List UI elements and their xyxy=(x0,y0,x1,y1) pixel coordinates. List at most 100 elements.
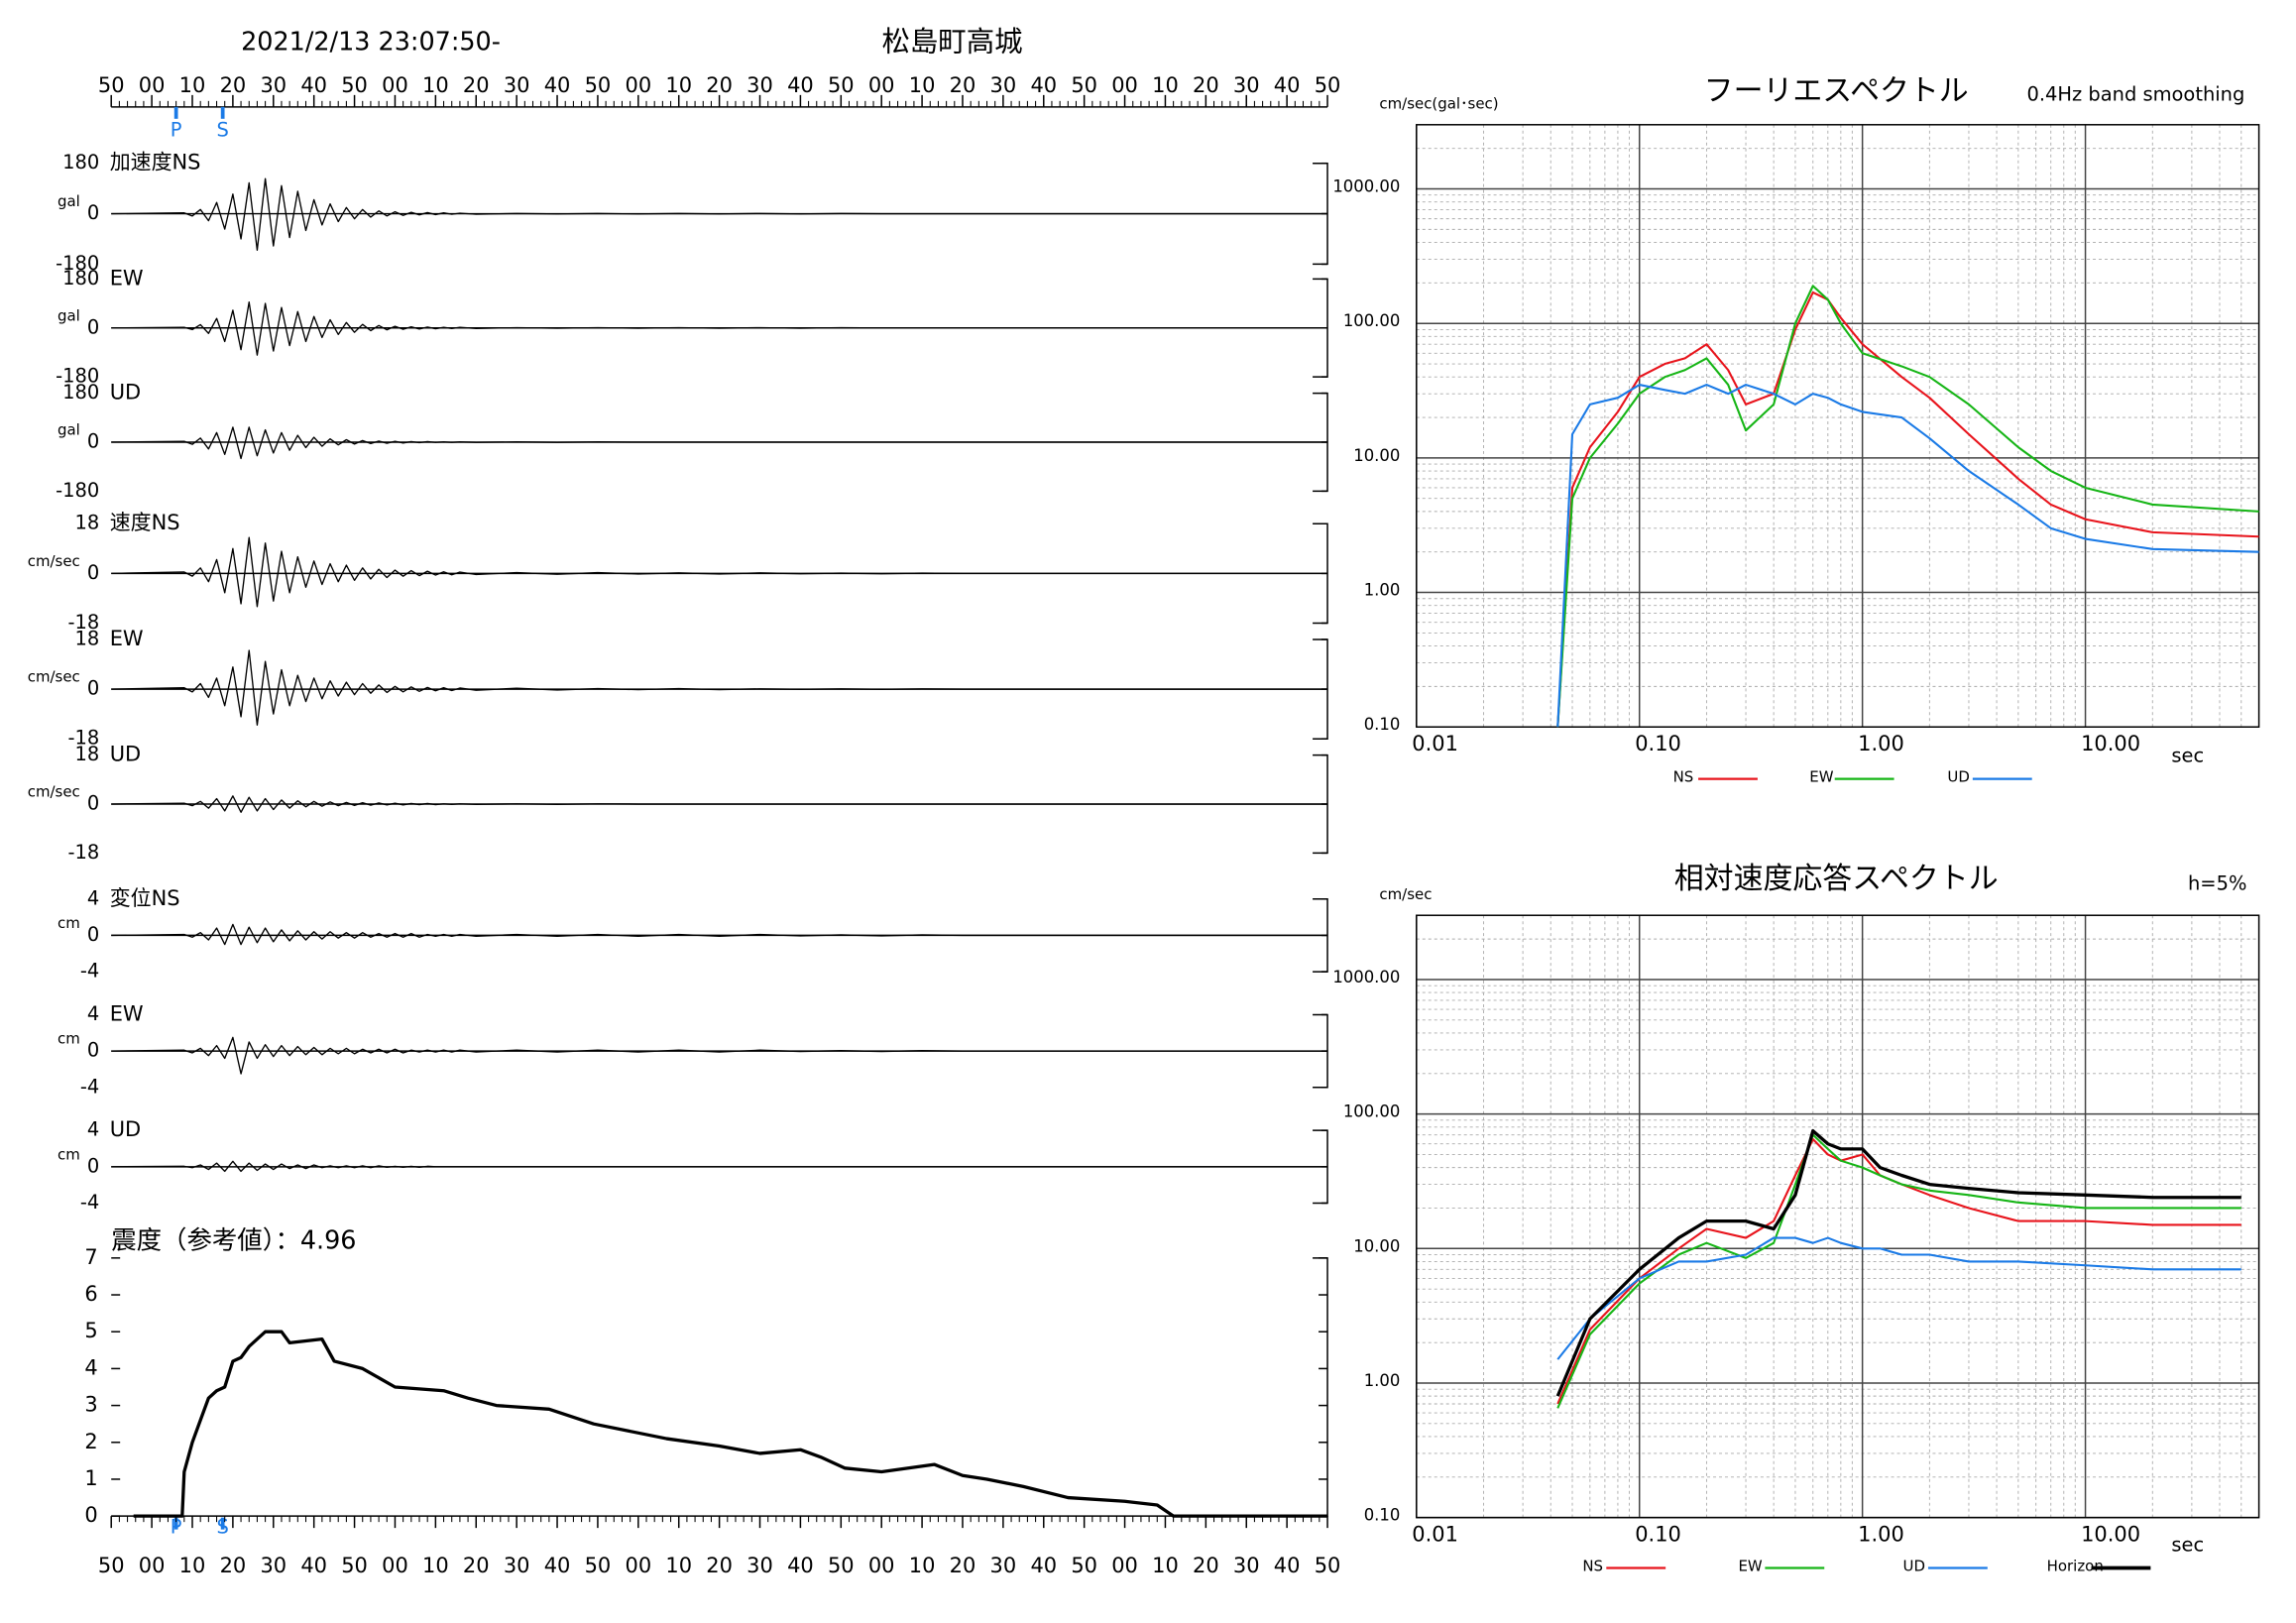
series-line xyxy=(1556,384,2259,728)
waveform xyxy=(111,177,1328,251)
x-tick-label: 40 xyxy=(300,1554,327,1577)
x-tick-label: 00 xyxy=(1111,73,1138,97)
x-tick-label: 40 xyxy=(1274,1554,1301,1577)
response-subtitle: h=5% xyxy=(2188,871,2246,894)
x-tick-label: 50 xyxy=(828,73,855,97)
panel-unit: cm/sec xyxy=(28,668,80,686)
x-tick-label: 30 xyxy=(504,1554,530,1577)
y-tick-label: 18 xyxy=(75,627,100,649)
panel-unit: cm xyxy=(57,1030,80,1048)
x-tick-label: 30 xyxy=(990,73,1017,97)
y-tick-label: 100.00 xyxy=(1343,311,1401,330)
fourier-y-label: cm/sec(gal･sec) xyxy=(1379,94,1498,112)
panel-unit: cm xyxy=(57,1145,80,1163)
x-tick-label: 50 xyxy=(585,73,612,97)
panel-label: 速度NS xyxy=(110,511,180,534)
x-tick-label: 50 xyxy=(1071,73,1097,97)
x-tick-label: 20 xyxy=(950,73,976,97)
y-tick-label: -18 xyxy=(67,727,99,750)
fourier-subtitle: 0.4Hz band smoothing xyxy=(2026,82,2244,105)
x-tick-label: 50 xyxy=(98,73,125,97)
y-tick-label: 0.10 xyxy=(1364,715,1401,734)
response-title: 相対速度応答スペクトル xyxy=(1674,862,1999,896)
x-tick-label: 30 xyxy=(990,1554,1017,1577)
legend-label: UD xyxy=(1903,1558,1925,1575)
phase-label: S xyxy=(216,1516,228,1539)
x-tick-label: 10 xyxy=(665,1554,692,1577)
x-tick-label: 50 xyxy=(1315,73,1341,97)
x-tick-label: 30 xyxy=(260,73,287,97)
y-tick-label: 1.00 xyxy=(1364,1371,1401,1390)
panel-unit: gal xyxy=(57,306,80,324)
y-tick-label: 0.10 xyxy=(1364,1506,1401,1525)
x-tick-label: 30 xyxy=(504,73,530,97)
y-tick-label: -180 xyxy=(56,479,99,502)
x-tick-label: 30 xyxy=(1233,1554,1260,1577)
legend-label: NS xyxy=(1582,1558,1603,1575)
datetime: 2021/2/13 23:07:50- xyxy=(241,27,501,57)
y-tick-label: 10.00 xyxy=(1353,446,1400,465)
x-tick-label: 0.01 xyxy=(1412,732,1458,755)
y-tick-label: 10.00 xyxy=(1353,1236,1400,1255)
x-tick-label: 10 xyxy=(422,1554,449,1577)
x-tick-label: 10 xyxy=(1152,73,1179,97)
x-tick-label: 0.01 xyxy=(1412,1523,1458,1547)
y-tick-label: -180 xyxy=(56,365,99,388)
panel-label: EW xyxy=(110,1001,144,1025)
y-tick-label: 4 xyxy=(87,1118,99,1141)
y-tick-label: 1.00 xyxy=(1364,581,1401,600)
y-tick-label: 0 xyxy=(87,561,99,584)
response-y-label: cm/sec xyxy=(1379,885,1432,903)
y-tick-label: 180 xyxy=(62,381,99,404)
y-tick-label: -4 xyxy=(80,1191,99,1214)
waveform xyxy=(111,1036,1328,1075)
x-tick-label: 30 xyxy=(746,73,773,97)
y-tick-label: 1000.00 xyxy=(1332,177,1400,196)
x-tick-label: 40 xyxy=(787,1554,814,1577)
x-tick-label: 40 xyxy=(544,1554,571,1577)
y-tick-label: 0 xyxy=(87,315,99,338)
panel-unit: cm/sec xyxy=(28,783,80,801)
y-tick-label: 2 xyxy=(84,1430,97,1453)
panel-unit: cm xyxy=(57,914,80,932)
x-tick-label: 00 xyxy=(626,73,652,97)
y-tick-label: 0 xyxy=(87,1039,99,1062)
waveform xyxy=(111,536,1328,608)
x-tick-label: 1.00 xyxy=(1858,732,1904,755)
x-tick-label: 10 xyxy=(422,73,449,97)
x-tick-label: 40 xyxy=(1030,1554,1057,1577)
y-tick-label: 1000.00 xyxy=(1332,968,1400,986)
y-tick-label: -180 xyxy=(56,252,99,275)
legend-label: NS xyxy=(1673,768,1694,786)
y-tick-label: -4 xyxy=(80,1075,99,1098)
series-line xyxy=(1556,1133,2241,1409)
x-tick-label: 10 xyxy=(179,73,206,97)
y-tick-label: 7 xyxy=(84,1245,97,1269)
series-line xyxy=(1556,285,2259,728)
y-tick-label: 5 xyxy=(84,1319,97,1342)
x-tick-label: 20 xyxy=(220,73,247,97)
x-tick-label: 50 xyxy=(1315,1554,1341,1577)
x-tick-label: 20 xyxy=(220,1554,247,1577)
legend-label: EW xyxy=(1738,1558,1762,1575)
x-tick-label: 50 xyxy=(585,1554,612,1577)
x-tick-label: 00 xyxy=(868,73,895,97)
x-tick-label: 40 xyxy=(1030,73,1057,97)
fourier-title: フーリエスペクトル xyxy=(1704,73,1969,108)
panel-unit: cm/sec xyxy=(28,552,80,570)
x-tick-label: 20 xyxy=(706,1554,733,1577)
x-tick-label: 10 xyxy=(909,73,936,97)
series-line xyxy=(1556,290,2259,728)
response-x-label: sec xyxy=(2171,1534,2204,1557)
waveform xyxy=(111,426,1328,460)
x-tick-label: 40 xyxy=(1274,73,1301,97)
intensity-title: 震度（参考値）：4.96 xyxy=(111,1224,356,1254)
intensity-line xyxy=(133,1330,1328,1518)
x-tick-label: 10 xyxy=(179,1554,206,1577)
x-tick-label: 10 xyxy=(1152,1554,1179,1577)
x-tick-label: 20 xyxy=(706,73,733,97)
y-tick-label: 18 xyxy=(75,512,100,534)
plot-frame xyxy=(1416,124,2260,728)
phase-label: P xyxy=(171,118,182,141)
